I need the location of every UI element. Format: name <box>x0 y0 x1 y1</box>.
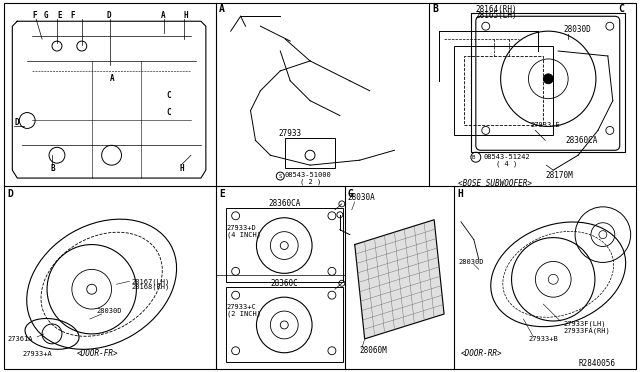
Text: 28168(RH): 28168(RH) <box>131 284 170 291</box>
Text: E: E <box>57 11 61 20</box>
Text: (4 INCH): (4 INCH) <box>227 231 260 238</box>
Text: <DOOR-FR>: <DOOR-FR> <box>77 349 118 358</box>
Text: A: A <box>161 11 166 20</box>
Text: H: H <box>183 11 188 20</box>
Text: F: F <box>32 11 36 20</box>
Text: E: E <box>219 189 225 199</box>
Polygon shape <box>355 220 444 339</box>
Text: S: S <box>278 174 282 179</box>
Text: F: F <box>70 11 74 20</box>
Text: ( 2 ): ( 2 ) <box>300 179 321 185</box>
Bar <box>285 138 335 168</box>
Text: B: B <box>432 4 438 15</box>
Text: 28360CA: 28360CA <box>565 136 598 145</box>
Text: G: G <box>348 189 354 199</box>
Text: D: D <box>107 11 111 20</box>
Text: 28360CA: 28360CA <box>268 199 300 208</box>
Text: 27361A: 27361A <box>7 336 33 342</box>
Text: 27933: 27933 <box>278 129 301 138</box>
Text: 28170M: 28170M <box>545 171 573 180</box>
Text: <DOOR-RR>: <DOOR-RR> <box>461 349 502 358</box>
Text: <BOSE SUBWOOFER>: <BOSE SUBWOOFER> <box>458 179 532 187</box>
Text: H: H <box>179 164 184 173</box>
Text: R2840056: R2840056 <box>578 359 615 368</box>
Text: 27933+B: 27933+B <box>529 336 558 342</box>
Text: 28165(LH): 28165(LH) <box>476 11 518 20</box>
Text: D: D <box>7 189 13 199</box>
Text: 28167(LH): 28167(LH) <box>131 278 170 285</box>
Text: B: B <box>471 155 474 160</box>
Text: 28030A: 28030A <box>348 193 376 202</box>
Text: H: H <box>457 189 463 199</box>
Text: 28030D: 28030D <box>563 25 591 34</box>
Text: 28030D: 28030D <box>459 259 484 266</box>
Text: 27933FA(RH): 27933FA(RH) <box>563 328 610 334</box>
Text: 28164(RH): 28164(RH) <box>476 5 518 14</box>
Text: A: A <box>219 4 225 15</box>
Bar <box>471 13 625 152</box>
Circle shape <box>543 74 553 84</box>
Text: G: G <box>44 11 49 20</box>
Text: C: C <box>166 91 171 100</box>
Text: C: C <box>618 4 623 15</box>
Text: 28030D: 28030D <box>97 308 122 314</box>
Text: D: D <box>14 118 19 127</box>
Text: 27933+A: 27933+A <box>22 351 52 357</box>
Text: 28360C: 28360C <box>270 279 298 288</box>
Text: (2 INCH): (2 INCH) <box>227 311 260 317</box>
Text: A: A <box>109 74 114 83</box>
Text: 27933+D: 27933+D <box>227 225 257 231</box>
Text: 08543-51000: 08543-51000 <box>284 172 331 178</box>
Text: 08543-51242: 08543-51242 <box>484 154 531 160</box>
Bar <box>226 208 343 282</box>
Bar <box>464 56 543 125</box>
Text: C: C <box>166 108 171 117</box>
Bar <box>226 287 343 362</box>
Text: ( 4 ): ( 4 ) <box>495 161 517 167</box>
Text: 27933F(LH): 27933F(LH) <box>563 321 605 327</box>
Bar <box>454 46 553 135</box>
Text: 27933+C: 27933+C <box>227 304 257 310</box>
Text: 28060M: 28060M <box>360 346 387 355</box>
Text: B: B <box>50 164 54 173</box>
Text: 27933+E: 27933+E <box>531 122 560 128</box>
